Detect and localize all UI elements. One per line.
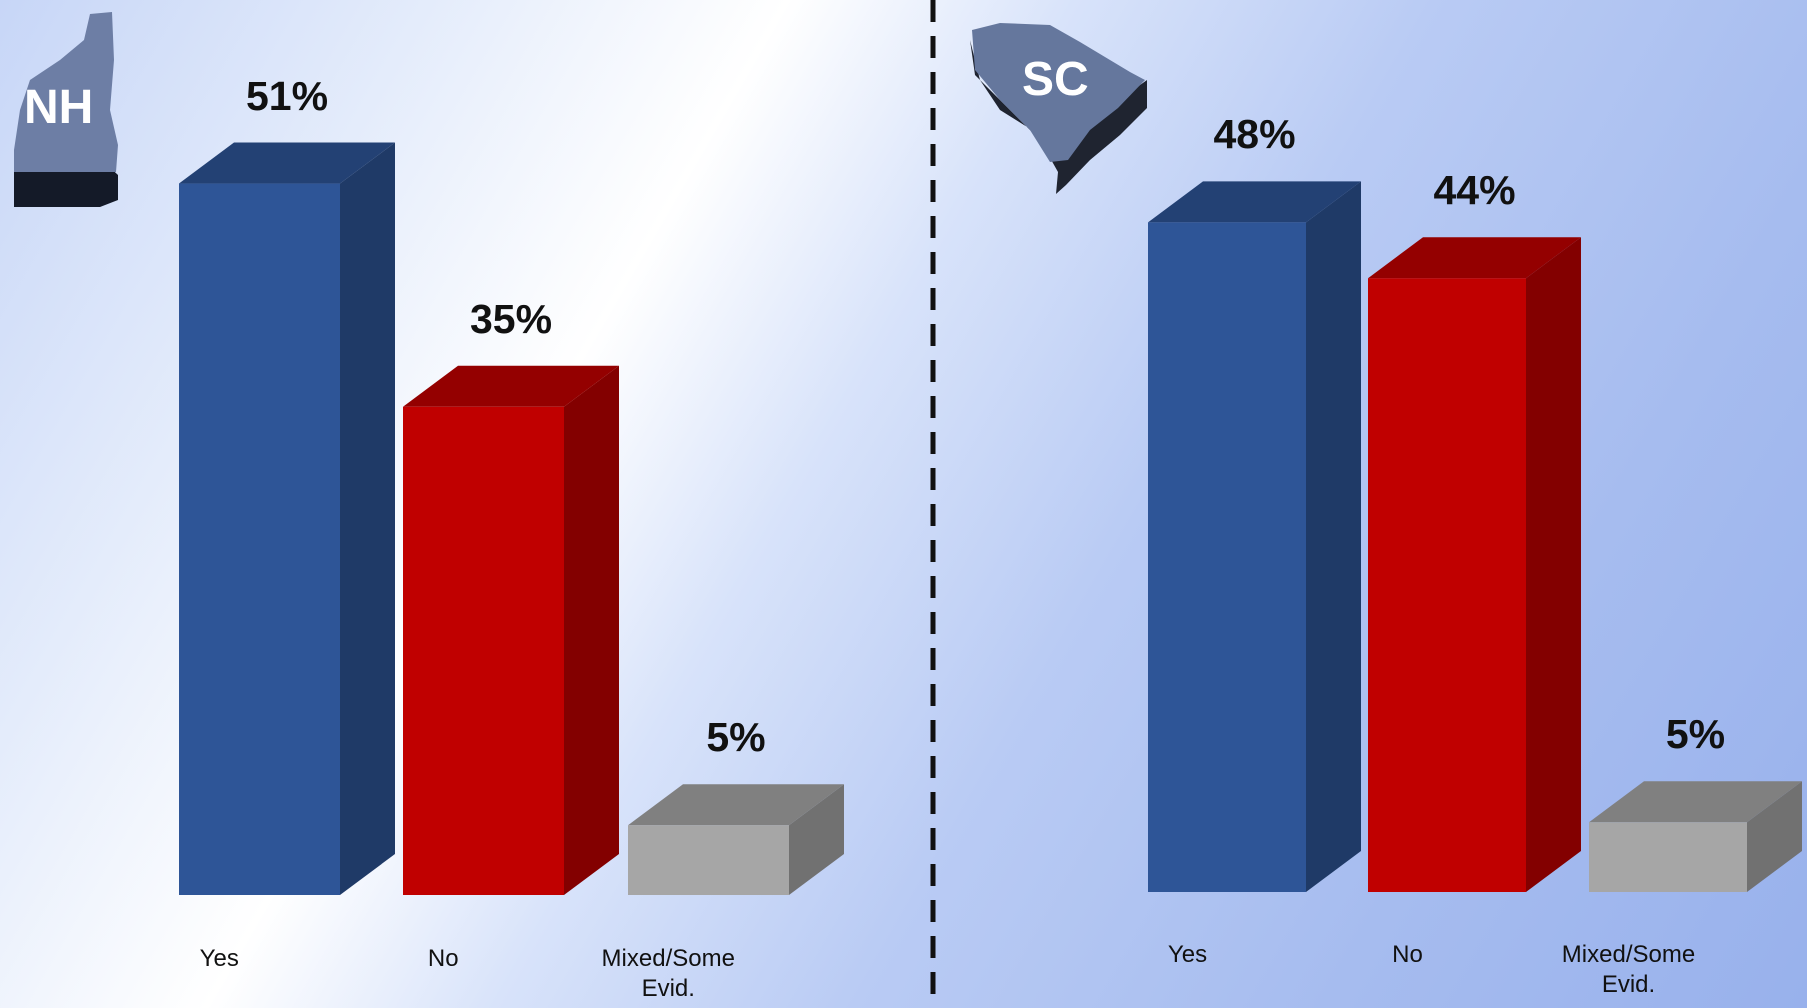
bar [179,183,340,896]
value-label: 51% [245,72,329,119]
bar-top [403,365,619,407]
bar [1368,278,1526,892]
bar-top [179,142,395,184]
bar-top [1148,181,1361,223]
category-label: Yes [199,945,239,972]
bar [403,406,564,895]
bar [1148,222,1306,892]
state-label: NH [24,81,94,134]
category-label: No [427,945,459,972]
category-label: Mixed/Some Evid. [601,945,735,1002]
bar [628,825,789,895]
sc-shape [970,23,1147,194]
value-label: 44% [1433,167,1516,214]
category-label: Mixed/Some Evid. [1561,941,1696,998]
bar-top [1589,781,1802,823]
state-label: SC [1022,53,1089,106]
nh-shape [14,12,118,207]
category-label: Yes [1167,941,1208,968]
bar-side [564,365,619,895]
value-label: 48% [1213,111,1296,158]
bar-side [340,142,395,896]
bar [1589,822,1747,892]
bar-side [1747,781,1802,892]
category-label: No [1392,941,1423,968]
bar-side [1306,181,1361,892]
value-label: 5% [1665,711,1726,758]
bar-top [628,784,844,826]
value-label: 5% [706,714,766,761]
bar-side [1526,237,1581,892]
bar-top [1368,237,1581,279]
bar-side [789,784,844,895]
value-label: 35% [469,295,553,342]
